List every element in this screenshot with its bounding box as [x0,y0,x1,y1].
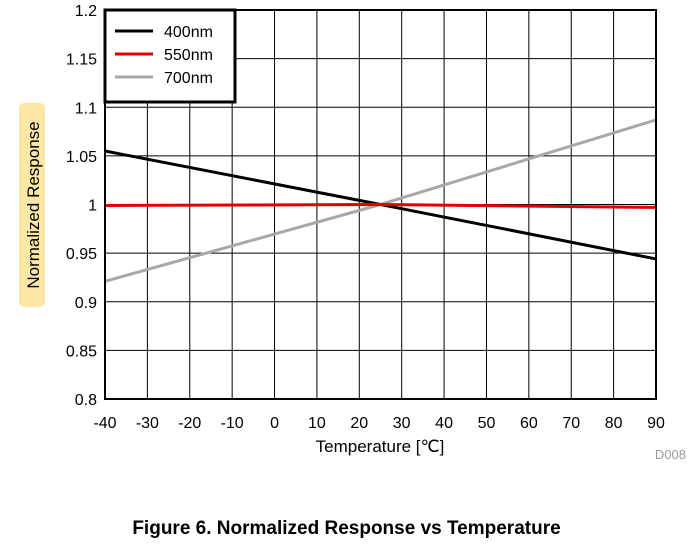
y-tick-label: 1 [88,198,97,215]
y-tick-label: 1.15 [66,52,97,69]
legend-box [103,8,237,104]
y-tick-label: 1.2 [75,3,97,20]
legend: 400nm 550nm 700nm [103,8,237,104]
x-tick-label: 40 [435,415,453,432]
figure-code-label: D008 [655,447,686,462]
x-tick-labels: -40 -30 -20 -10 0 10 20 30 40 50 60 70 80 90 [93,415,665,432]
x-tick-label: 10 [308,415,326,432]
y-tick-label: 1.1 [75,100,97,117]
series-lines [104,118,657,283]
legend-label: 400nm [164,24,213,41]
x-tick-label: 80 [605,415,623,432]
series-line-550nm [104,203,657,209]
x-tick-label: -10 [221,415,244,432]
legend-label: 550nm [164,47,213,64]
x-tick-label: 50 [478,415,496,432]
y-tick-label: 0.8 [75,392,97,409]
y-tick-label: 0.9 [75,295,97,312]
figure-caption: Figure 6. Normalized Response vs Tempera… [132,518,561,539]
x-axis-title: Temperature [℃] [316,437,445,456]
y-axis-title: Normalized Response [24,121,43,288]
y-tick-label: 0.85 [66,343,97,360]
x-tick-label: 60 [520,415,538,432]
series-line-700nm [104,118,657,283]
x-tick-label: 30 [393,415,411,432]
x-tick-label: 90 [647,415,665,432]
x-tick-label: -20 [178,415,201,432]
x-tick-label: 70 [562,415,580,432]
x-tick-label: 20 [350,415,368,432]
plot-frame [104,9,657,400]
x-tick-label: 0 [270,415,279,432]
y-tick-labels: 0.8 0.85 0.9 0.95 1 1.05 1.1 1.15 1.2 [66,3,97,409]
y-tick-label: 0.95 [66,246,97,263]
y-axis-title-group: Normalized Response [19,103,45,307]
y-axis-title-highlight [19,103,45,307]
y-tick-label: 1.05 [66,149,97,166]
x-tick-label: -40 [93,415,116,432]
legend-label: 700nm [164,70,213,87]
x-tick-label: -30 [136,415,159,432]
